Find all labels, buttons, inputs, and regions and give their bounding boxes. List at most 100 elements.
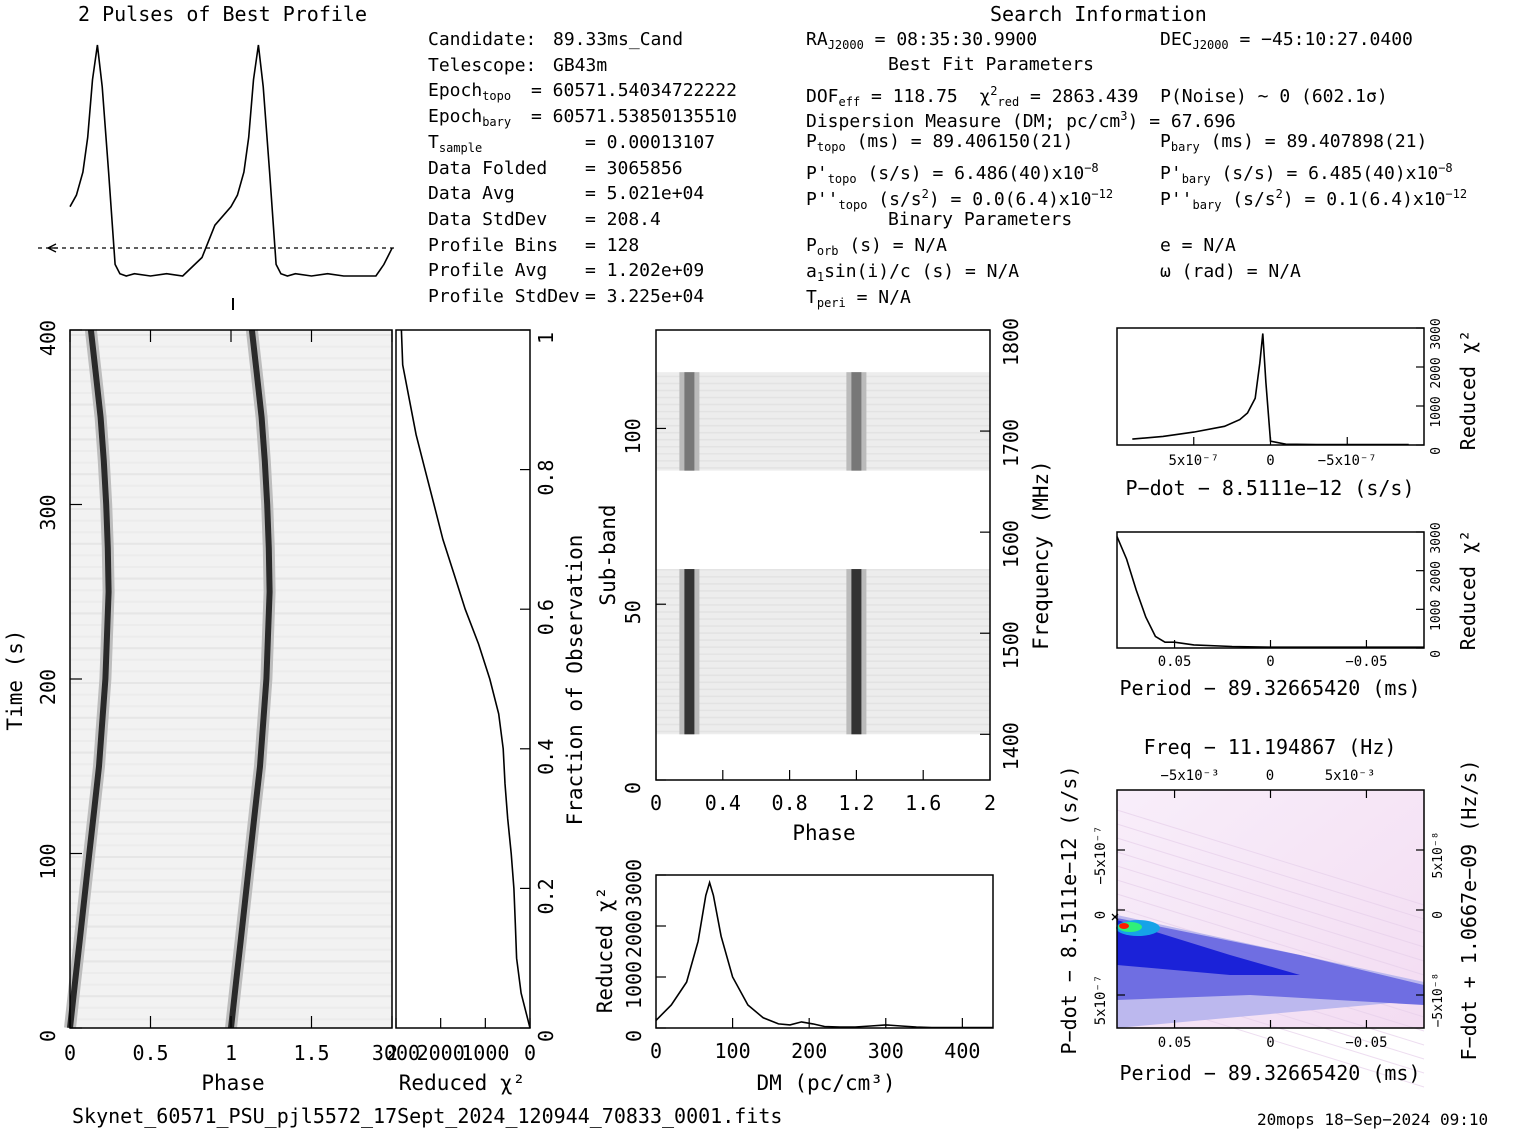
time-phase-noise-row xyxy=(70,345,392,348)
time-phase-noise-row xyxy=(70,368,392,371)
time-phase-noise-row xyxy=(70,415,392,418)
subband-y2label: Frequency (MHz) xyxy=(1029,460,1053,650)
subband-noise-row xyxy=(656,695,990,698)
period-pdot-top-label: 0 xyxy=(1266,768,1274,784)
subband-noise-row xyxy=(656,625,990,627)
pulse-track xyxy=(67,329,112,1029)
chi2-dm-curve xyxy=(655,879,993,1029)
time-phase-noise-row xyxy=(70,705,392,708)
chi2-period-ylabel: Reduced χ² xyxy=(1456,530,1480,650)
subband-noise-row xyxy=(656,590,990,592)
time-phase-noise-row xyxy=(70,867,392,870)
period-pdot-streak xyxy=(1116,865,1425,962)
info-row: Data Folded = 3065856 xyxy=(428,157,683,179)
info-row: Profile Bins = 128 xyxy=(428,234,640,256)
time-phase-noise-row xyxy=(70,484,392,487)
time-phase-noise-row xyxy=(70,728,392,731)
subband-y2tick-label: 1800 xyxy=(999,318,1023,366)
subband-noise-row xyxy=(656,438,990,441)
chi2-dm-frame xyxy=(655,874,994,1029)
subband-noise-row xyxy=(656,597,990,599)
period-pdot-title: Freq − 11.194867 (Hz) xyxy=(1144,735,1397,759)
pddbary-line: P''bary (s/s2) = 0.1(6.4)x10−12 xyxy=(1160,187,1468,212)
chi2-time-xlabel: Reduced χ² xyxy=(399,1071,525,1095)
subband-xtick-label: 2 xyxy=(984,791,996,815)
dm-line: Dispersion Measure (DM; pc/cm3) = 67.696 xyxy=(806,109,1236,132)
time-phase-xtick-label: 0.5 xyxy=(132,1041,168,1065)
dof-line: DOFeff = 118.75 χ2red = 2863.439 P(Noise… xyxy=(806,84,1388,109)
time-phase-ytick-label: 400 xyxy=(36,320,60,356)
subband-signal-region xyxy=(656,372,990,471)
time-phase-noise-row xyxy=(70,450,392,452)
chi2-period-xlabel: Period − 89.32665420 (ms) xyxy=(1119,676,1420,700)
chi2-time-ytick-label: 0.2 xyxy=(534,878,558,914)
time-phase-noise-row xyxy=(70,774,392,777)
chi2-pdot-curve xyxy=(1132,333,1409,446)
search-title: Search Information xyxy=(990,2,1207,26)
chi2-period-ytick-label: 1000 xyxy=(1429,600,1444,631)
time-phase-noise-row xyxy=(70,879,392,882)
subband-noise-row xyxy=(656,424,990,427)
chi2-time-ytick-label: 0.6 xyxy=(534,599,558,635)
asini-line: a1sin(i)/c (s) = N/A xyxy=(806,261,1020,285)
time-phase-noise-row xyxy=(70,798,392,800)
time-phase-noise-row xyxy=(70,508,392,510)
info-row: Data Avg = 5.021e+04 xyxy=(428,183,705,205)
time-phase-noise-row xyxy=(70,542,392,545)
subband-noise-row xyxy=(656,730,990,733)
pddtopo-line: P''topo (s/s2) = 0.0(6.4)x10−12 xyxy=(806,187,1114,212)
time-phase-noise-row xyxy=(70,716,392,719)
chi2-time-ytick-label: 1 xyxy=(534,332,558,344)
time-phase-noise-row xyxy=(70,577,392,580)
subband-noise-row xyxy=(656,382,990,385)
time-phase-noise-row xyxy=(70,682,392,684)
footer-stamp: 20mops 18−Sep−2024 09:10 xyxy=(1257,1110,1489,1129)
time-phase-noise-row xyxy=(70,856,392,858)
time-phase-noise-row xyxy=(70,392,392,394)
chi2-pdot-xtick-label: 5x10⁻⁷ xyxy=(1168,453,1219,469)
time-phase-noise-row xyxy=(70,566,392,568)
chi2-pdot-xtick-label: 0 xyxy=(1266,453,1274,469)
period-pdot-ytick-label: −5x10⁻⁷ xyxy=(1093,825,1109,884)
chi2-time-ylabel: Fraction of Observation xyxy=(563,535,587,826)
footer-filename: Skynet_60571_PSU_pjl5572_17Sept_2024_120… xyxy=(72,1104,783,1128)
time-phase-noise-row xyxy=(70,589,392,592)
subband-noise-row xyxy=(656,709,990,712)
ptopo-line: Ptopo (ms) = 89.406150(21) xyxy=(806,131,1074,155)
chi2-pdot-ytick-label: 0 xyxy=(1429,447,1444,455)
time-phase-ytick-label: 0 xyxy=(36,1030,60,1042)
time-phase-noise-row xyxy=(70,832,392,835)
subband-noise-row xyxy=(656,460,990,462)
time-phase-noise-row xyxy=(70,380,392,383)
chi2-dm-xtick-label: 0 xyxy=(650,1039,662,1063)
subband-noise-row xyxy=(656,389,990,392)
time-phase-noise-row xyxy=(70,635,392,638)
omega-line: ω (rad) = N/A xyxy=(1160,261,1301,282)
chi2-time-xtick-label: 2000 xyxy=(417,1041,465,1065)
profile-title: 2 Pulses of Best Profile xyxy=(78,2,367,26)
period-pdot-streak xyxy=(1116,879,1425,976)
chi2-time-xtick-label: 3000 xyxy=(372,1041,420,1065)
info-row: Profile Avg = 1.202e+09 xyxy=(428,260,705,282)
subband-pulse xyxy=(684,569,695,735)
binary-title: Binary Parameters xyxy=(888,209,1073,230)
time-phase-noise-row xyxy=(70,902,392,905)
profile-curve xyxy=(69,44,393,277)
info-row: Tsample = 0.00013107 xyxy=(428,131,716,155)
subband-noise-row xyxy=(656,716,990,719)
period-pdot-ylabel: P−dot − 8.5111e−12 (s/s) xyxy=(1057,766,1081,1055)
subband-noise-row xyxy=(656,569,990,571)
subband-xtick-label: 1.6 xyxy=(905,791,941,815)
subband-frame xyxy=(655,329,991,781)
time-phase-noise-row xyxy=(70,426,392,429)
time-phase-noise-row xyxy=(70,740,392,742)
pbary-line: Pbary (ms) = 89.407898(21) xyxy=(1160,131,1428,155)
time-phase-noise-row xyxy=(70,937,392,940)
chi2-time-ytick-label: 0.4 xyxy=(534,739,558,775)
period-pdot-streak xyxy=(1116,851,1425,948)
time-phase-noise-row xyxy=(70,670,392,673)
subband-y2tick-label: 1700 xyxy=(999,419,1023,467)
info-row: Telescope: GB43m xyxy=(428,54,608,76)
subband-noise-row xyxy=(656,702,990,705)
info-row: Profile StdDev = 3.225e+04 xyxy=(428,286,705,307)
